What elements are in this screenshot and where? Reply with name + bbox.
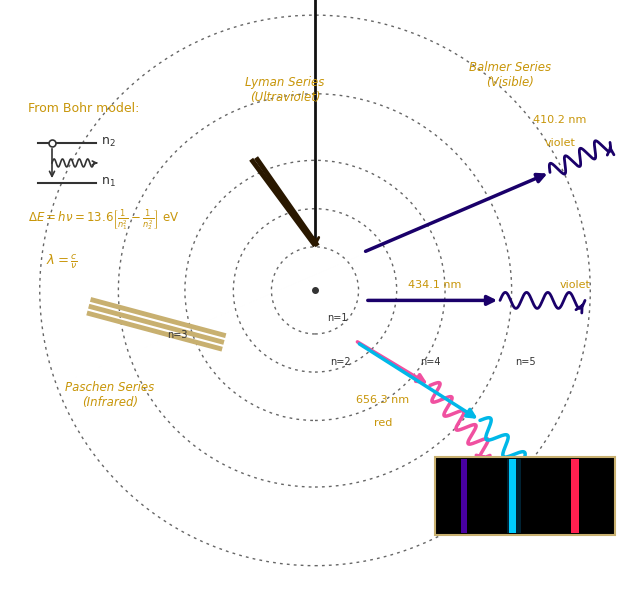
Text: $\lambda = \frac{c}{\nu}$: $\lambda = \frac{c}{\nu}$ (46, 253, 78, 271)
Text: n=2: n=2 (330, 358, 351, 367)
Text: n$_1$: n$_1$ (101, 177, 116, 189)
Text: n$_2$: n$_2$ (101, 136, 116, 149)
Text: n=3: n=3 (167, 330, 188, 341)
Bar (435, 457, 615, 535)
Text: n=5: n=5 (515, 358, 535, 367)
Text: Balmer Series
(Visible): Balmer Series (Visible) (469, 61, 551, 90)
Bar (507, 459, 522, 533)
Text: Paschen Series
(Infrared): Paschen Series (Infrared) (66, 381, 154, 410)
Text: From Bohr model:: From Bohr model: (28, 102, 139, 115)
Bar (571, 459, 580, 533)
Text: Lyman Series
(Ultraviolet): Lyman Series (Ultraviolet) (245, 76, 324, 105)
Text: $\Delta E = h\nu = 13.6\left[\frac{1}{n_1^2} - \frac{1}{n_2^2}\right]$ eV: $\Delta E = h\nu = 13.6\left[\frac{1}{n_… (28, 207, 180, 233)
Text: n=4: n=4 (420, 358, 440, 367)
Bar (509, 459, 516, 533)
Text: 410.2 nm: 410.2 nm (534, 116, 587, 125)
Text: bluegreen: bluegreen (552, 494, 608, 503)
Text: 656.3 nm: 656.3 nm (357, 396, 410, 405)
Text: violet: violet (544, 139, 575, 148)
Bar (461, 459, 467, 533)
Text: violet: violet (560, 280, 591, 290)
Text: 486.1 nm: 486.1 nm (553, 471, 607, 480)
Text: red: red (374, 419, 392, 428)
Text: 434.1 nm: 434.1 nm (408, 280, 462, 290)
Text: n=1: n=1 (327, 313, 348, 324)
